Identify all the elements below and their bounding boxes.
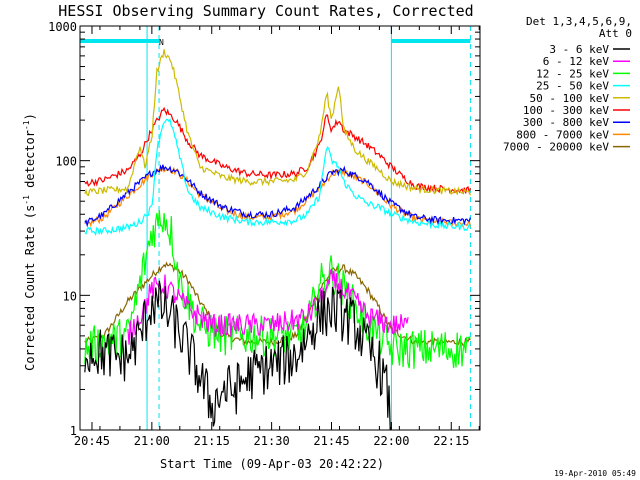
legend-label: 7000 - 20000 keV	[503, 141, 609, 154]
legend-label: 100 - 300 keV	[523, 104, 609, 117]
x-tick-label: 21:30	[254, 434, 290, 448]
n-marker-label: N	[159, 38, 164, 47]
x-tick-label: 21:00	[134, 434, 170, 448]
y-axis-title-superscript: -1	[22, 195, 31, 205]
legend-header-line: Det 1,3,4,5,6,9,	[526, 15, 632, 28]
chart-title: HESSI Observing Summary Count Rates, Cor…	[58, 2, 473, 20]
y-tick-label: 1000	[48, 20, 77, 34]
axes: 20:45 21:00 21:15 21:30 21:45 22:00 22:15 1 10 10…	[48, 20, 481, 448]
legend-label: 800 - 7000 keV	[516, 128, 609, 141]
x-tick-label: 20:45	[74, 434, 110, 448]
x-tick-label: 22:15	[433, 434, 469, 448]
y-axis-title: Corrected Count Rate (s-1 detector-1)	[22, 113, 37, 371]
legend-label: 25 - 50 keV	[536, 80, 609, 93]
x-tick-label: 21:15	[194, 434, 230, 448]
legend-header-line: Att 0	[599, 27, 632, 40]
y-tick-label: 10	[63, 289, 77, 303]
night-interval-markers	[80, 26, 471, 430]
series-line-3	[84, 118, 471, 237]
timestamp-label: 19-Apr-2010 05:49	[554, 469, 636, 478]
legend-label: 3 - 6 keV	[549, 43, 609, 56]
y-tick-label: 1	[70, 424, 77, 438]
series-line-6	[84, 164, 471, 228]
series-layer	[84, 49, 471, 431]
y-axis-title-part: detector	[23, 130, 37, 195]
legend-label: 6 - 12 keV	[543, 55, 610, 68]
series-line-5	[84, 106, 471, 195]
series-line-2	[84, 210, 471, 369]
y-axis-title-superscript: -1	[22, 120, 31, 130]
y-axis-title-part: Corrected Count Rate (s	[23, 205, 37, 371]
series-line-4	[84, 49, 471, 197]
series-line-0	[84, 280, 392, 431]
x-axis-title: Start Time (09-Apr-03 20:42:22)	[160, 457, 384, 471]
legend-label: 12 - 25 keV	[536, 67, 609, 80]
legend-label: 50 - 100 keV	[530, 92, 610, 105]
x-tick-label: 21:45	[313, 434, 349, 448]
legend-label: 300 - 800 keV	[523, 116, 609, 129]
y-axis-title-part: )	[23, 113, 37, 120]
y-tick-label: 100	[55, 155, 77, 169]
x-tick-label: 22:00	[373, 434, 409, 448]
series-line-1	[127, 268, 409, 345]
